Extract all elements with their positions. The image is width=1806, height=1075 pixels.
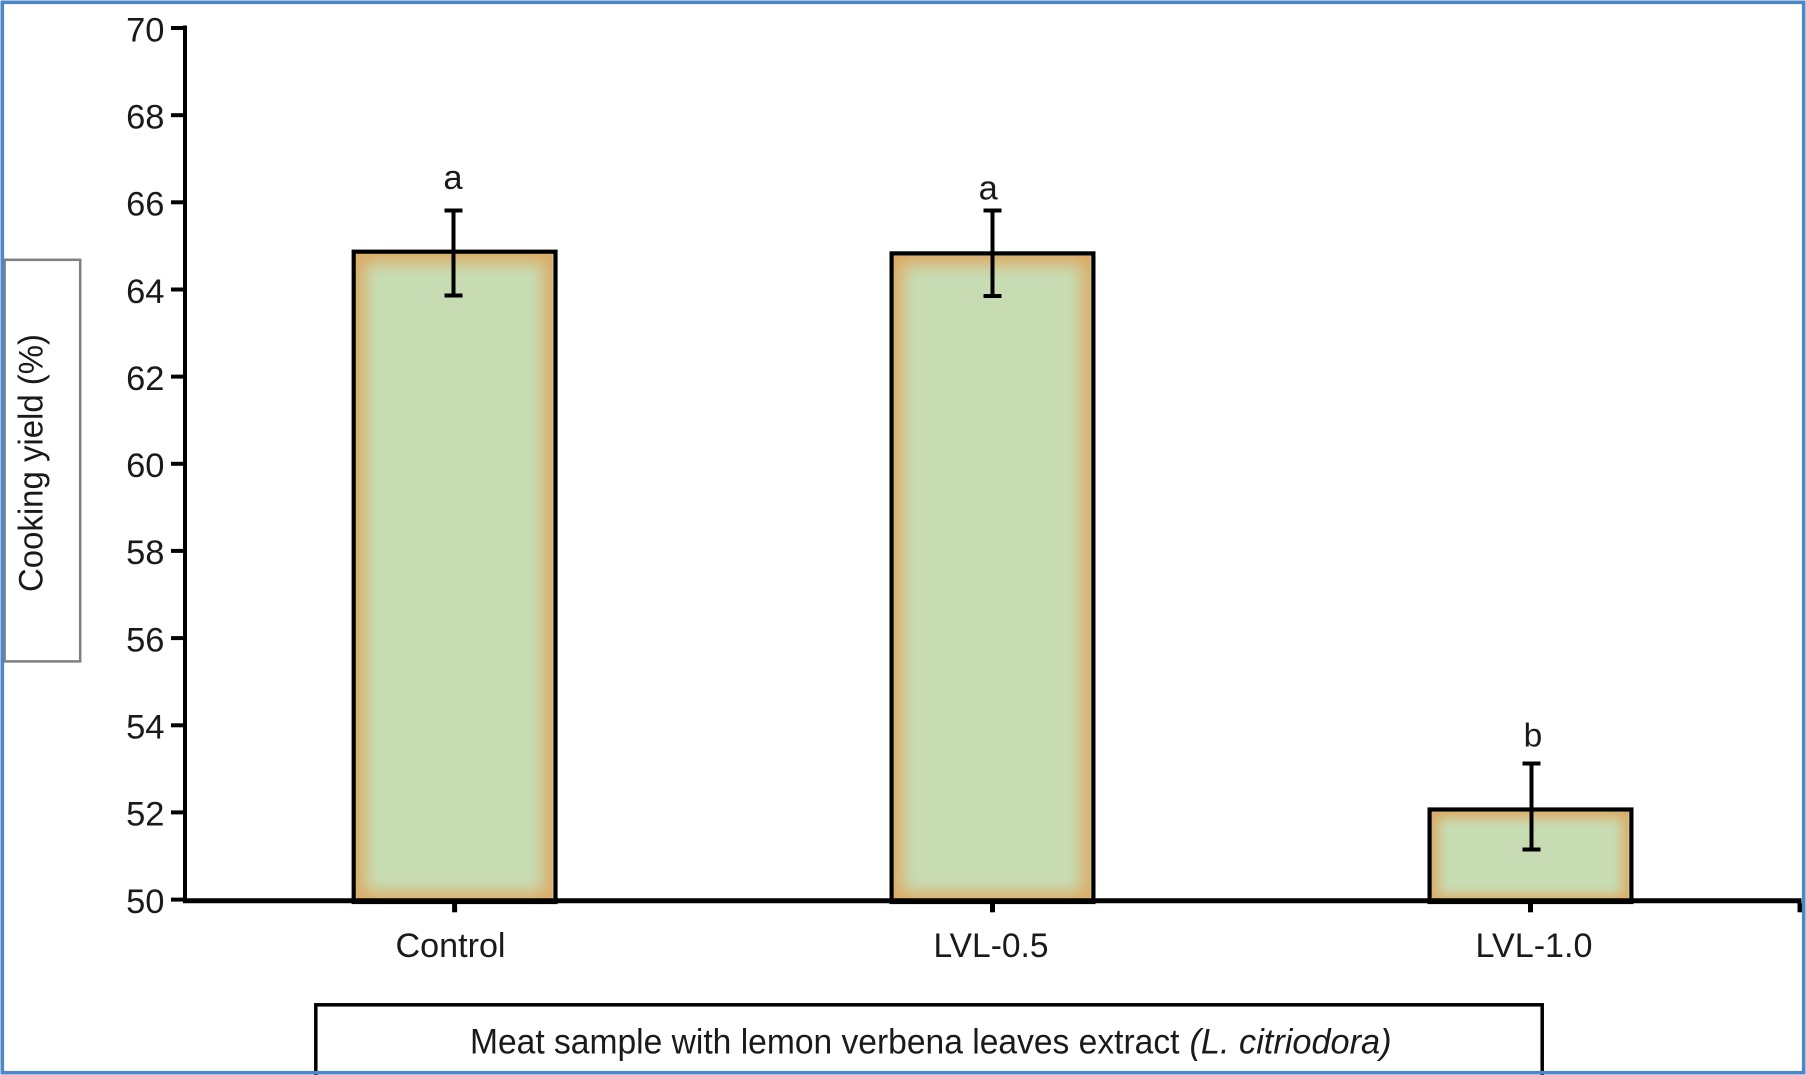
svg-text:54: 54	[126, 709, 164, 747]
svg-text:56: 56	[126, 621, 164, 659]
svg-text:66: 66	[126, 186, 164, 224]
svg-text:50: 50	[126, 883, 164, 921]
svg-text:Control: Control	[396, 927, 506, 965]
svg-text:a: a	[979, 170, 999, 208]
svg-text:b: b	[1524, 718, 1543, 755]
svg-text:Meat sample with lemon verbena: Meat sample with lemon verbena leaves ex…	[470, 1023, 1189, 1062]
svg-text:62: 62	[126, 360, 164, 398]
svg-text:68: 68	[126, 99, 164, 137]
svg-text:52: 52	[126, 796, 164, 834]
svg-text:(L. citriodora): (L. citriodora)	[1190, 1023, 1392, 1062]
svg-text:LVL-0.5: LVL-0.5	[934, 927, 1049, 965]
svg-text:60: 60	[126, 447, 164, 485]
svg-text:Cooking yield (%): Cooking yield (%)	[13, 334, 51, 592]
svg-text:58: 58	[126, 534, 164, 572]
svg-text:a: a	[443, 159, 463, 197]
svg-text:64: 64	[126, 273, 164, 311]
svg-text:70: 70	[126, 11, 164, 49]
svg-text:LVL-1.0: LVL-1.0	[1476, 927, 1593, 965]
